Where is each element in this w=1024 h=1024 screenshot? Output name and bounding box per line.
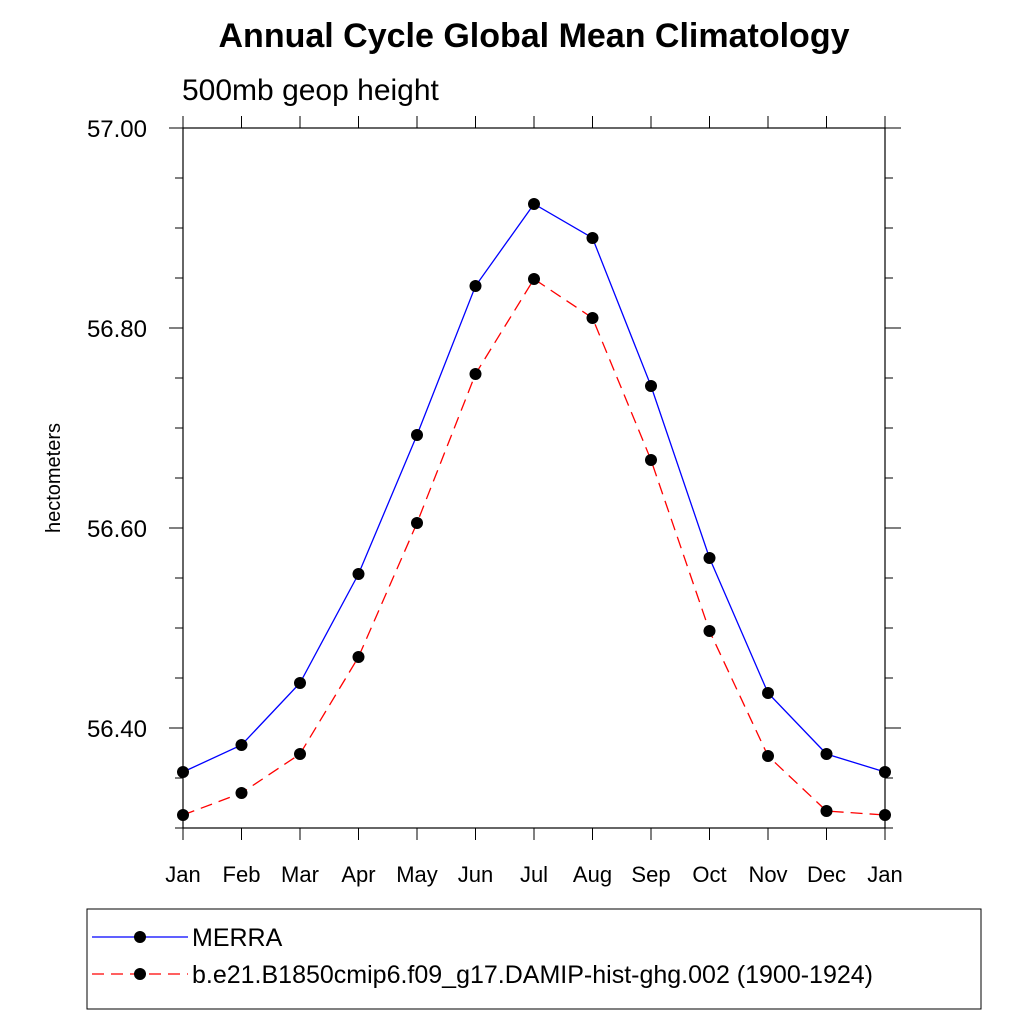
- legend: MERRA b.e21.B1850cmip6.f09_g17.DAMIP-hist…: [86, 908, 982, 1010]
- series-0-point: [528, 198, 540, 210]
- series-0-point: [469, 280, 482, 292]
- legend-marker-1: [134, 968, 146, 980]
- x-tick-label: Nov: [748, 862, 787, 887]
- x-tick-label: Jan: [165, 862, 200, 887]
- series-1-point: [411, 517, 423, 529]
- y-tick-label: 56.80: [87, 316, 147, 343]
- series-0-point: [762, 687, 774, 699]
- x-tick-label: Jun: [458, 862, 493, 887]
- y-tick-label: 56.60: [87, 516, 147, 543]
- series-0-point: [703, 552, 716, 564]
- x-tick-label: Oct: [692, 862, 726, 887]
- legend-marker-0: [134, 931, 146, 943]
- x-tick-label: Feb: [223, 862, 261, 887]
- series-1-point: [469, 368, 482, 380]
- series-0-point: [235, 739, 248, 751]
- series-0-point: [586, 232, 599, 244]
- series-line-1: [182, 278, 886, 816]
- series-1-point: [528, 273, 540, 285]
- x-tick-label: Jan: [867, 862, 902, 887]
- legend-label-0: MERRA: [192, 924, 283, 952]
- x-tick-label: Aug: [573, 862, 612, 887]
- series-1-point: [586, 312, 599, 324]
- series-0-point: [879, 766, 891, 778]
- x-tick-label: Jul: [520, 862, 548, 887]
- chart-subtitle: 500mb geop height: [182, 74, 440, 107]
- series-line-0: [182, 203, 886, 773]
- series-0-point: [645, 380, 657, 392]
- series-1-point: [235, 787, 248, 799]
- series-1-point: [294, 748, 306, 760]
- y-tick-label: 56.40: [87, 716, 147, 743]
- series-1-point: [703, 625, 716, 637]
- series-1-point: [879, 809, 891, 821]
- y-axis-label: hectometers: [43, 423, 65, 533]
- series-0-point: [177, 766, 189, 778]
- legend-label-1: b.e21.B1850cmip6.f09_g17.DAMIP-hist-ghg.…: [192, 961, 873, 989]
- series-1-point: [352, 651, 365, 663]
- y-tick-label: 57.00: [87, 116, 147, 143]
- chart-title: Annual Cycle Global Mean Climatology: [219, 17, 850, 55]
- series-1-point: [762, 750, 774, 762]
- plot-area: Jan Feb Mar Apr May Jun Jul Aug Sep Oct Nov Dec Jan 5…: [87, 116, 903, 887]
- series-1-point: [820, 805, 833, 817]
- x-tick-label: Sep: [631, 862, 670, 887]
- plot-frame: [182, 127, 886, 829]
- x-tick-label: Apr: [341, 862, 375, 887]
- series-1-point: [177, 809, 189, 821]
- series-0-point: [820, 748, 833, 760]
- legend-box: [86, 908, 982, 1010]
- x-tick-label: Dec: [807, 862, 846, 887]
- series-0-point: [294, 677, 306, 689]
- series-0-point: [352, 568, 365, 580]
- series-0-point: [411, 429, 423, 441]
- series-1-point: [645, 454, 657, 466]
- x-tick-label: Mar: [281, 862, 319, 887]
- x-tick-label: May: [396, 862, 438, 887]
